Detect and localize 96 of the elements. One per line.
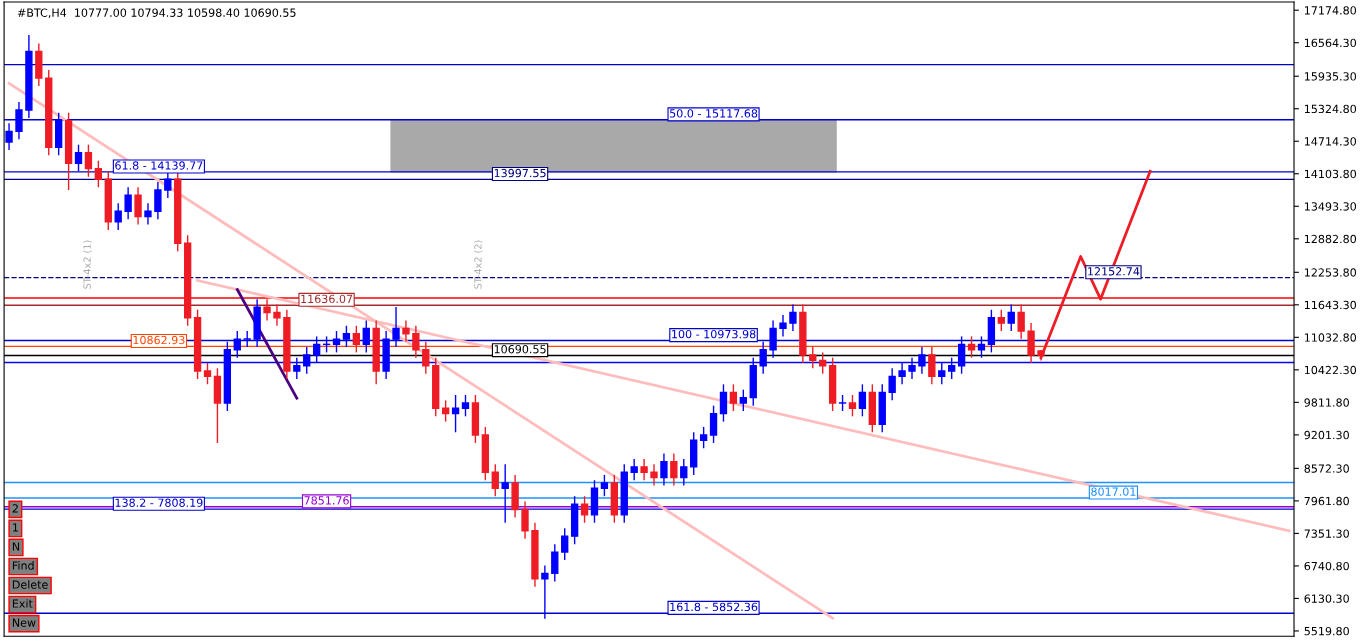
y-tick-label: 9811.80	[1304, 398, 1349, 407]
annotation: ST-4x2 (1)	[83, 240, 92, 289]
candlestick	[719, 383, 728, 423]
y-tick-label: 14103.80	[1304, 169, 1357, 179]
y-tick-label: 5519.80	[1304, 626, 1349, 636]
candlestick	[997, 309, 1005, 332]
candlestick	[501, 463, 509, 524]
annotation: 61.8 - 14139.77	[115, 161, 203, 170]
candlestick	[491, 463, 499, 497]
candlestick	[789, 303, 797, 332]
y-tick-label: 6740.80	[1304, 561, 1349, 571]
candlestick	[680, 458, 688, 487]
candlestick	[134, 186, 142, 226]
candlestick	[1007, 303, 1015, 332]
candlestick	[928, 346, 936, 386]
candlestick	[5, 122, 13, 151]
annotation: Find	[12, 561, 34, 570]
candlestick	[332, 330, 341, 354]
y-tick-label: 9201.30	[1304, 430, 1349, 440]
candlestick	[630, 458, 638, 481]
candlestick	[848, 394, 857, 417]
candlestick	[739, 388, 747, 412]
candlestick	[561, 527, 569, 561]
y-tick-label: 6130.30	[1304, 594, 1349, 603]
annotation: 1	[13, 523, 18, 532]
y-tick-label: 11032.80	[1304, 333, 1357, 342]
annotation: N	[12, 542, 20, 551]
ref-line-label: 11636.07	[301, 294, 353, 304]
annotation: 161.8 - 5852.36	[670, 602, 758, 612]
candlestick	[114, 202, 122, 231]
y-tick-label: 12882.80	[1304, 234, 1357, 244]
candlestick	[263, 298, 271, 322]
annotation: New	[12, 618, 36, 627]
annotation: ST-4x2 (2)	[474, 240, 483, 289]
text: #BTC,H4 10777.00 10794.33 10598.40 10690.55	[17, 8, 296, 19]
candlestick	[551, 543, 559, 583]
candlestick	[779, 314, 787, 338]
annotation: Exit	[12, 599, 33, 608]
ref-line-label: 10862.93	[133, 335, 185, 345]
candlestick	[342, 325, 351, 348]
candlestick	[402, 319, 410, 343]
candlestick	[154, 181, 162, 220]
candlestick	[1017, 303, 1025, 340]
annotation: 50.0 - 15117.68	[670, 109, 758, 118]
candlestick	[580, 495, 589, 524]
candlestick	[144, 202, 152, 226]
candlestick	[600, 474, 609, 497]
y-tick-label: 13493.30	[1304, 202, 1357, 211]
y-tick-label: 10422.30	[1304, 365, 1357, 375]
y-tick-label: 11643.30	[1304, 300, 1357, 310]
candlestick	[670, 452, 678, 487]
annotation: Delete	[12, 580, 48, 589]
annotation: 138.2 - 7808.19	[115, 498, 203, 507]
candlestick	[699, 426, 708, 449]
y-tick-label: 14714.30	[1304, 137, 1357, 146]
candlestick	[888, 367, 896, 402]
candlestick	[124, 186, 132, 220]
y-tick-label: 7961.80	[1304, 496, 1349, 506]
candlestick	[660, 452, 668, 487]
candlestick	[709, 404, 718, 444]
candlestick	[392, 306, 400, 348]
candlestick	[541, 564, 549, 620]
candlestick	[729, 383, 738, 412]
ref-line-label: 10690.55	[494, 345, 546, 354]
candlestick	[203, 362, 212, 386]
candlestick	[84, 143, 93, 178]
y-tick-label: 17174.80	[1304, 6, 1357, 15]
candlestick	[769, 319, 777, 359]
candlestick	[422, 341, 430, 375]
y-tick-label: 15324.80	[1304, 104, 1357, 114]
candlestick	[15, 101, 23, 141]
annotation: 2	[12, 504, 18, 513]
y-tick-label: 16564.30	[1304, 38, 1357, 48]
candlestick	[273, 303, 281, 327]
ref-line-label: 13997.55	[494, 168, 546, 178]
candlestick	[362, 319, 370, 354]
y-tick-label: 7351.30	[1304, 529, 1349, 538]
candlestick	[521, 500, 529, 540]
candlestick	[858, 383, 867, 417]
annotation: 100 - 10973.98	[672, 329, 756, 339]
candlestick	[233, 330, 241, 359]
candlestick	[94, 159, 103, 188]
candlestick	[412, 325, 420, 359]
y-tick-label: 12253.80	[1304, 268, 1357, 277]
ref-line-label: 7851.76	[304, 496, 349, 505]
candlestick	[809, 346, 817, 370]
candlestick	[640, 458, 648, 481]
candlestick	[74, 143, 83, 172]
candlestick	[1027, 322, 1035, 364]
ref-line-label: 8017.01	[1091, 487, 1136, 496]
candlestick	[461, 394, 470, 417]
candlestick	[352, 325, 361, 354]
candlestick	[650, 463, 658, 487]
ref-line-label: 12152.74	[1088, 267, 1140, 276]
y-tick-label: 8572.30	[1304, 464, 1349, 473]
y-tick-label: 15935.30	[1304, 72, 1357, 81]
